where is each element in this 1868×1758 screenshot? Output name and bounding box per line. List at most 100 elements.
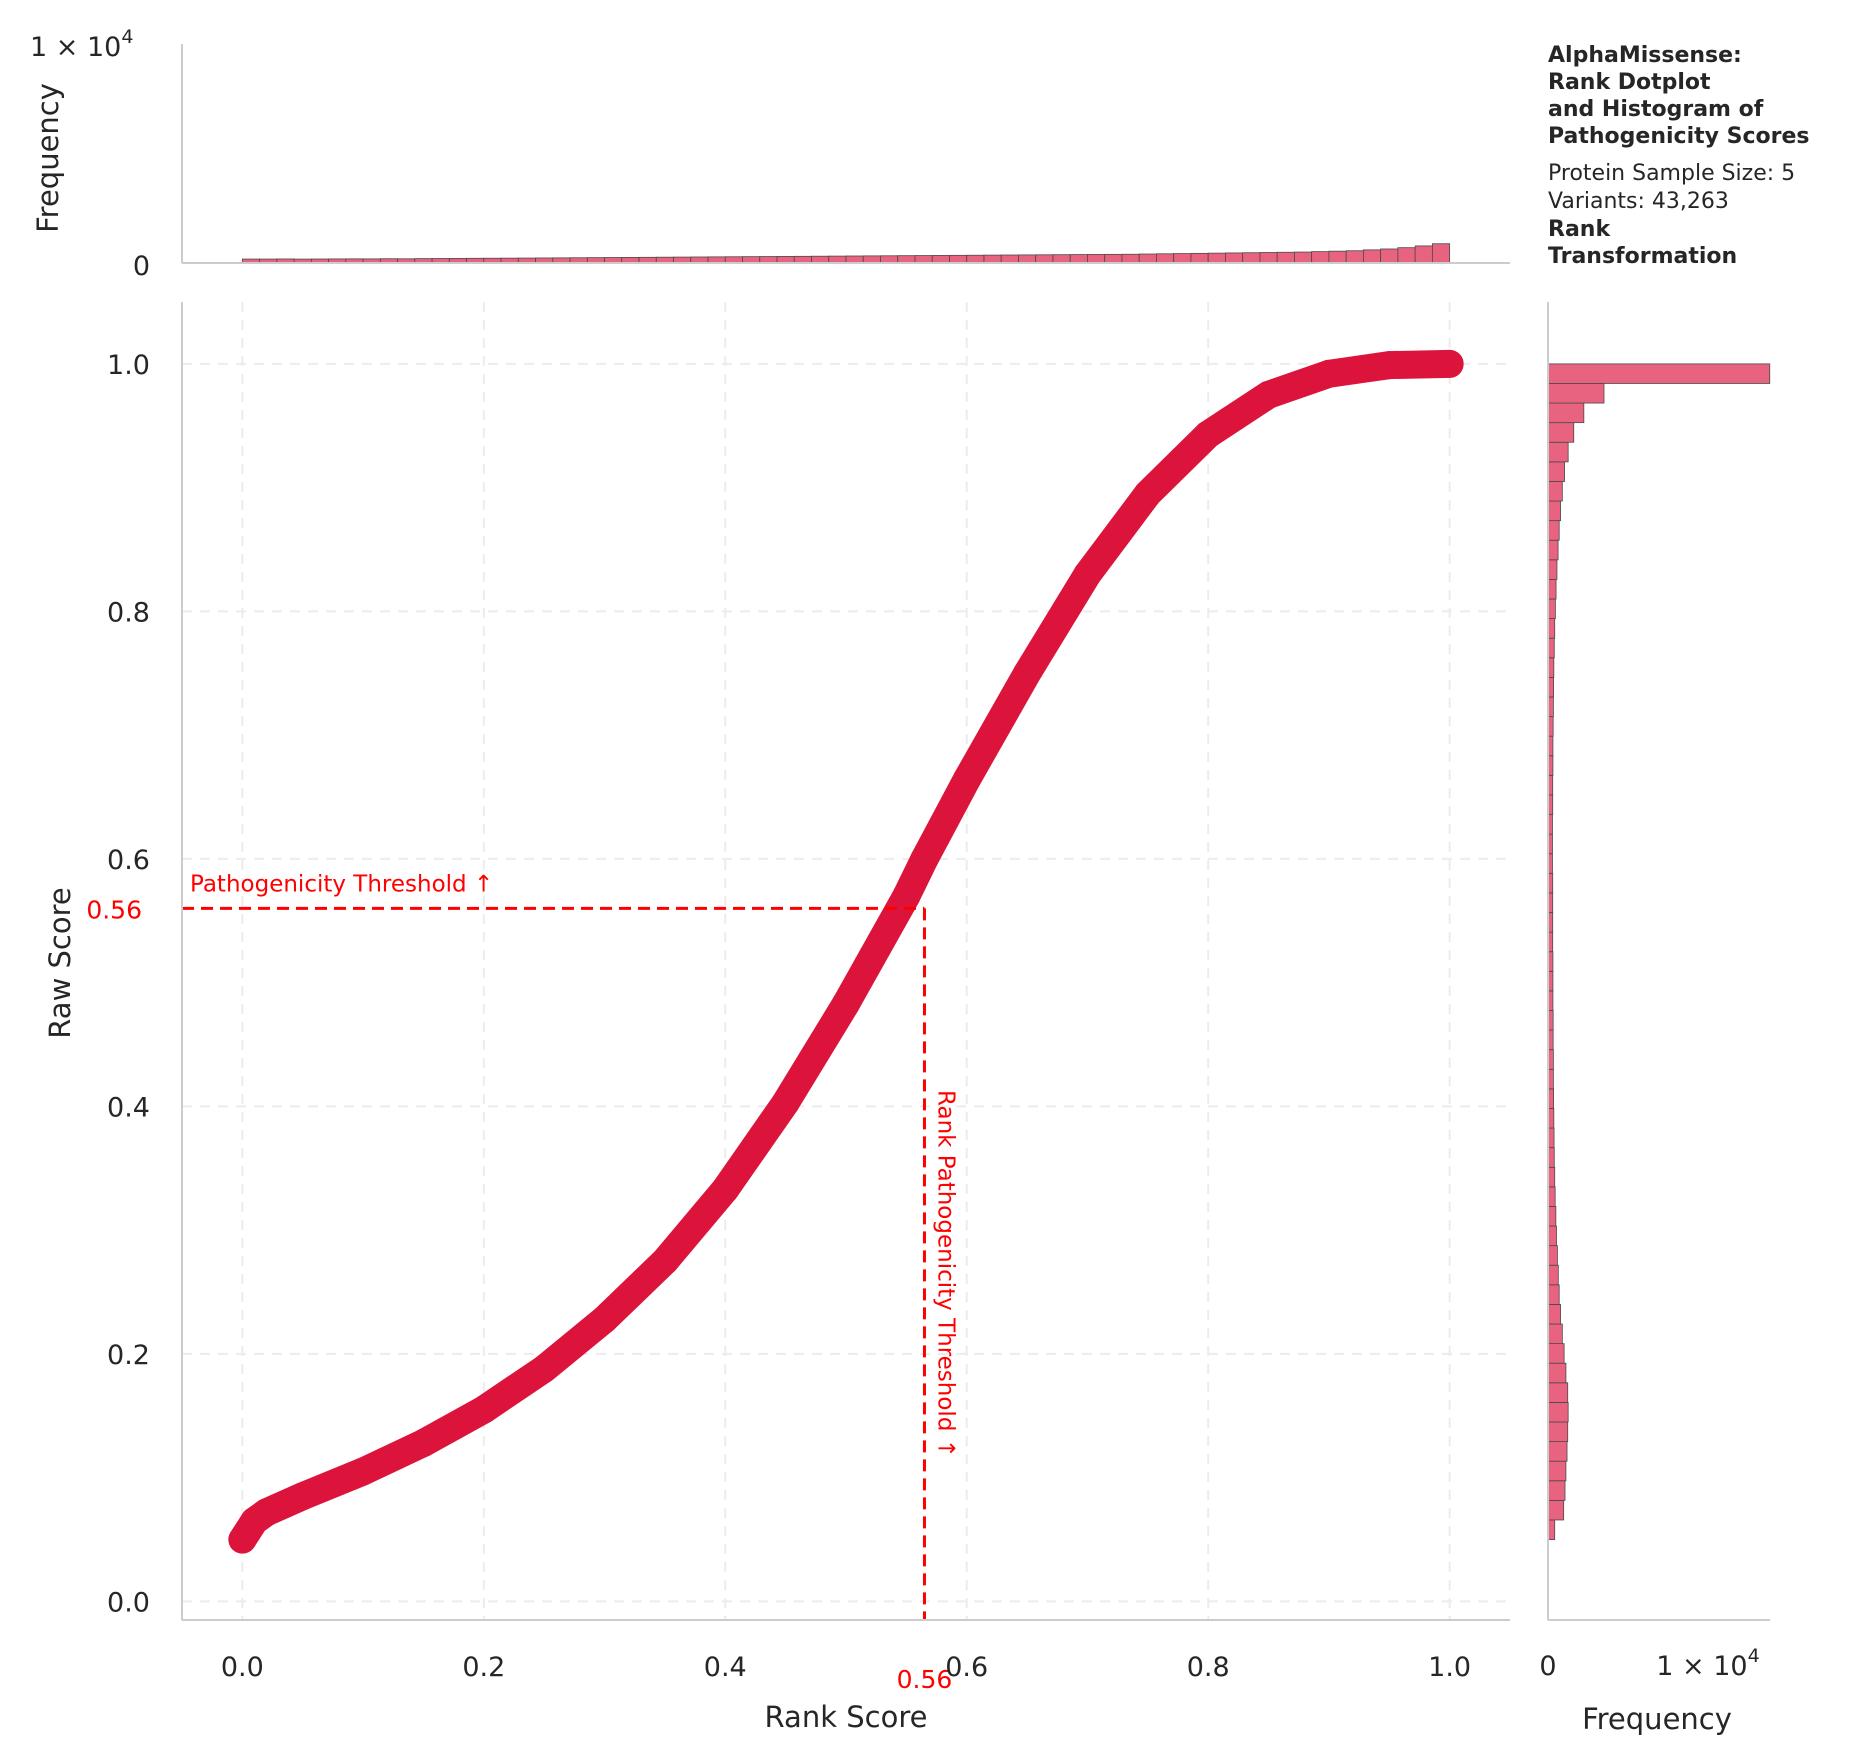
main-x-tick-label: 0.6 <box>945 1652 988 1683</box>
main-y-tick-label: 0.6 <box>107 845 150 876</box>
data-point <box>1435 349 1464 378</box>
top-hist-offset-label: 1 × 104 <box>30 26 133 63</box>
top-hist-bar <box>1138 253 1157 264</box>
top-hist-bar <box>949 254 968 264</box>
threshold-lines: Pathogenicity Threshold ↑ 0.56 Rank Pathog… <box>86 871 958 1694</box>
right-hist-bar <box>1547 441 1569 463</box>
main-y-tick-label: 0.2 <box>107 1340 150 1371</box>
right-hist-bar <box>1547 422 1575 443</box>
right-hist-bar <box>1547 1499 1565 1521</box>
right-hist-bar <box>1547 520 1560 541</box>
top-hist-bar <box>1345 250 1364 264</box>
right-hist-bar <box>1547 1264 1559 1286</box>
top-hist-bar <box>1431 243 1451 264</box>
right-hist-bar <box>1547 1421 1569 1442</box>
top-hist-bar <box>931 255 950 264</box>
top-hist-bar <box>1242 252 1261 264</box>
threshold-value-label: 0.56 <box>86 895 142 924</box>
right-hist-bar <box>1547 1304 1561 1325</box>
right-histogram-bars <box>1547 363 1771 1540</box>
main-x-tick-label: 0.0 <box>221 1652 264 1683</box>
right-hist-bar <box>1547 1362 1567 1384</box>
top-hist-bar <box>1190 252 1209 264</box>
right-hist-bar <box>1547 383 1605 404</box>
top-hist-bar <box>897 255 916 264</box>
top-histogram-panel: 0 1 × 104 Frequency <box>30 26 1510 282</box>
right-hist-bar <box>1547 1245 1558 1266</box>
top-hist-bar <box>1156 253 1175 264</box>
top-hist-bar <box>845 255 864 264</box>
data-point <box>910 844 939 873</box>
top-hist-bar <box>1225 252 1244 264</box>
right-hist-bar <box>1547 1343 1565 1364</box>
data-point <box>711 1175 740 1204</box>
chart-title: AlphaMissense: Rank Dotplot and Histogra… <box>1548 43 1810 149</box>
data-point <box>1254 380 1283 409</box>
rank-curve <box>228 349 1464 1554</box>
main-y-tick-labels: 0.0 0.2 0.4 0.6 0.8 1.0 <box>107 350 150 1619</box>
main-x-tick-label: 0.8 <box>1187 1652 1230 1683</box>
data-point <box>1013 659 1042 688</box>
variants-text: Variants: 43,263 <box>1548 189 1729 214</box>
top-hist-bar <box>1363 249 1382 264</box>
right-hist-bar <box>1547 618 1556 639</box>
top-hist-bar <box>1294 251 1313 264</box>
top-hist-bar <box>880 255 899 264</box>
top-hist-bar <box>1052 254 1071 264</box>
data-point <box>892 882 921 911</box>
right-hist-bar <box>1547 1284 1560 1305</box>
data-point <box>590 1305 619 1334</box>
main-y-tick-label: 0.4 <box>107 1092 150 1123</box>
data-point <box>1133 479 1162 508</box>
data-point <box>349 1457 378 1486</box>
top-hist-bar <box>1311 251 1330 264</box>
right-hist-bar <box>1547 1382 1569 1403</box>
top-hist-y-tick-0: 0 <box>133 251 150 282</box>
main-y-tick-label: 1.0 <box>107 350 150 381</box>
right-hist-bar <box>1547 461 1565 482</box>
right-hist-bar <box>1547 1480 1566 1501</box>
right-hist-bar <box>1547 1401 1569 1423</box>
main-x-tick-label: 1.0 <box>1428 1652 1471 1683</box>
right-hist-x-axis-label: Frequency <box>1582 1702 1732 1736</box>
right-hist-offset-label: 1 × 104 <box>1656 1645 1759 1682</box>
data-point <box>252 1498 281 1527</box>
top-hist-bar <box>1000 254 1019 264</box>
top-hist-bar <box>1018 254 1037 264</box>
data-point <box>1194 420 1223 449</box>
right-hist-bar <box>1547 1441 1568 1462</box>
main-x-tick-label: 0.2 <box>462 1652 505 1683</box>
top-hist-bar <box>1121 253 1140 264</box>
main-y-axis-label: Raw Score <box>43 887 77 1038</box>
right-hist-bar <box>1547 1186 1556 1207</box>
main-y-tick-label: 0.0 <box>107 1587 150 1618</box>
top-hist-bar <box>1104 253 1123 264</box>
top-hist-bar <box>862 255 881 264</box>
top-hist-bar <box>1207 252 1226 264</box>
top-hist-bar <box>1035 254 1054 264</box>
data-point <box>469 1395 498 1424</box>
top-hist-bar <box>1414 245 1433 264</box>
right-histogram-panel: 0 1 × 104 Frequency <box>1539 302 1771 1736</box>
top-hist-bar <box>1087 254 1106 264</box>
data-point <box>1314 359 1343 388</box>
data-point <box>288 1482 317 1511</box>
main-x-tick-label: 0.4 <box>704 1652 747 1683</box>
top-histogram-bars <box>241 243 1451 264</box>
data-point <box>832 989 860 1018</box>
data-point <box>530 1354 559 1383</box>
main-x-axis-label: Rank Score <box>765 1700 928 1734</box>
right-hist-bar <box>1547 1519 1556 1540</box>
top-hist-bar <box>811 255 830 264</box>
right-hist-bar <box>1547 1206 1557 1227</box>
top-hist-bar <box>1276 251 1295 264</box>
top-hist-bar <box>966 254 985 264</box>
data-point <box>1073 560 1102 589</box>
top-hist-bar <box>1069 254 1088 264</box>
main-x-tick-labels: 0.0 0.2 0.4 0.6 0.8 1.0 <box>221 1652 1471 1683</box>
transformation-text: Rank Transformation <box>1548 217 1738 269</box>
pathogenicity-threshold-label: Pathogenicity Threshold ↑ <box>190 871 493 897</box>
right-hist-bar <box>1547 481 1563 502</box>
top-hist-bar <box>828 255 847 264</box>
